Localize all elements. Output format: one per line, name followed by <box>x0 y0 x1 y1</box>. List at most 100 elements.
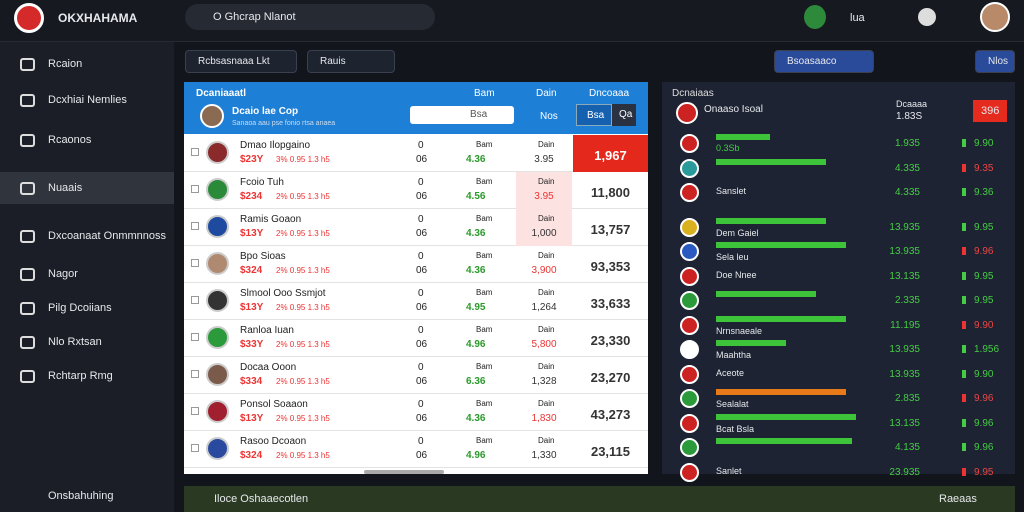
nav-item[interactable]: Nuaais <box>0 172 174 204</box>
panel-row[interactable]: Nrnsnaeale 11.195 9.90 <box>662 314 1015 337</box>
row-value: 3,900 <box>531 265 557 276</box>
table-row[interactable]: Rasoo Dcoaon $324 2% 0.95 1.3 h5 0 06 Bam 4.96… <box>184 431 648 468</box>
nav-item[interactable]: Pilg Dcoiians <box>0 292 174 324</box>
row-checkbox[interactable] <box>191 333 199 341</box>
nav-item[interactable]: Nlo Rxtsan <box>0 326 174 358</box>
row-label: Dain <box>538 325 555 334</box>
panel-row[interactable]: Sealalat 2.835 9.96 <box>662 387 1015 410</box>
panel-row-name: Aceote <box>716 367 745 378</box>
row-checkbox[interactable] <box>191 148 199 156</box>
table-row[interactable]: Dmao Ilopgaino $23Y 3% 0.95 1.3 h5 0 06 Bam 4.… <box>184 135 648 172</box>
filter-dropdown[interactable]: Rauis <box>307 50 395 73</box>
row-avatar <box>206 437 229 460</box>
panel-row-name: Dem Gaiel <box>716 227 759 238</box>
row-odds: 6.36 <box>466 376 486 387</box>
tab[interactable]: Bsa <box>576 104 612 126</box>
panel-row-odds: 9.90 <box>974 319 994 331</box>
panel-row[interactable]: 4.135 9.96 <box>662 436 1015 459</box>
panel-row-odds: 9.95 <box>974 221 994 233</box>
nav-item[interactable]: Dcxhiai Nemlies <box>0 84 174 116</box>
row-name: Dmao Ilopgaino <box>240 140 311 151</box>
panel-row-value: 13.935 <box>889 368 920 380</box>
nav-item[interactable]: Rchtarp Rmg <box>0 360 174 392</box>
stat-value: 1.83S <box>896 111 923 122</box>
row-label: Bam <box>476 325 493 334</box>
panel-row-odds: 9.95 <box>974 466 994 478</box>
nav-item[interactable]: Rcaion <box>0 48 174 80</box>
panel-row-value: 4.335 <box>894 162 920 174</box>
table-row[interactable]: Bpo Sioas $324 2% 0.95 1.3 h5 0 06 Bam 4.36 Dai… <box>184 246 648 283</box>
panel-row-name: Doe Nnee <box>716 269 757 280</box>
table-row[interactable]: Ramis Goaon $13Y 2% 0.95 1.3 h5 0 06 Bam 4.36 D… <box>184 209 648 246</box>
panel-row[interactable]: Sela leu 13.935 9.96 <box>662 240 1015 263</box>
panel-row[interactable]: 2.335 9.95 <box>662 289 1015 312</box>
footer-text: Iloce Oshaaecotlen <box>214 493 309 505</box>
row-checkbox[interactable] <box>191 444 199 452</box>
nav-item[interactable]: Dxcoanaat Onmmnnoss <box>0 220 174 252</box>
row-name: Docaa Ooon <box>240 362 297 373</box>
panel-avatar <box>676 102 698 124</box>
panel-row[interactable]: 0.3Sb 1.935 9.90 <box>662 132 1015 155</box>
row-price: $234 <box>240 191 263 202</box>
panel-row-name: Sela leu <box>716 252 749 262</box>
panel-row-sub: 0.3Sb <box>716 143 740 153</box>
team-icon <box>680 315 699 335</box>
row-name: Bpo Sioas <box>240 251 286 262</box>
avatar[interactable] <box>980 2 1010 32</box>
row-label: Bam <box>476 140 493 149</box>
panel-row[interactable]: Bcat Bsla 13.135 9.96 <box>662 412 1015 435</box>
panel-row-odds: 9.95 <box>974 295 994 306</box>
tab[interactable]: Qa <box>612 104 636 126</box>
row-odds: 4.96 <box>466 339 486 350</box>
row-checkbox[interactable] <box>191 259 199 267</box>
row-b: 06 <box>416 413 428 424</box>
panel-row[interactable]: Maahtha 13.935 1.956 <box>662 338 1015 361</box>
team-icon <box>680 158 699 178</box>
indicator <box>962 418 966 427</box>
panel-button[interactable]: 396 <box>973 100 1007 122</box>
row-checkbox[interactable] <box>191 407 199 415</box>
progress-bar <box>716 413 856 420</box>
notif-icon[interactable] <box>918 8 936 26</box>
table-row[interactable]: Ranloa Iuan $33Y 2% 0.95 1.3 h5 0 06 Bam 4.96 D… <box>184 320 648 357</box>
progress-bar <box>716 389 846 395</box>
panel-row[interactable]: Doe Nnee 13.135 9.95 <box>662 265 1015 288</box>
row-odds: 4.56 <box>466 191 486 202</box>
row-info: 2% 0.95 1.3 h5 <box>276 229 330 238</box>
team-icon <box>680 291 699 310</box>
row-a: 0 <box>418 177 424 188</box>
footer-right[interactable]: Raeaas <box>939 493 977 505</box>
row-checkbox[interactable] <box>191 222 199 230</box>
panel-row-name: Nrnsnaeale <box>716 325 763 336</box>
table-row[interactable]: Docaa Ooon $334 2% 0.95 1.3 h5 0 06 Bam 6.36 Da… <box>184 357 648 394</box>
toolbar-button[interactable]: Bsoasaaco <box>774 50 874 73</box>
row-total: 93,353 <box>590 259 631 274</box>
row-name: Rasoo Dcoaon <box>240 436 307 447</box>
filter-dropdown[interactable]: Rcbsasnaaa Lkt <box>185 50 297 73</box>
nav-icon <box>20 335 35 349</box>
nav-footer[interactable]: Onsbahuhing <box>48 490 114 502</box>
table: Dcaniaaatl Bam Dain Dncoaaa Dcaio lae Co… <box>184 82 648 474</box>
table-row[interactable]: Slmool Ooo Ssmjot $13Y 2% 0.95 1.3 h5 0 06 Ba… <box>184 283 648 320</box>
panel-row[interactable]: Dem Gaiel 13.935 9.95 <box>662 216 1015 239</box>
row-checkbox[interactable] <box>191 370 199 378</box>
row-price: $324 <box>240 450 263 461</box>
nav-item[interactable]: Nagor <box>0 258 174 290</box>
toolbar-button[interactable]: Nlos <box>975 50 1015 73</box>
panel-row[interactable]: Sanslet 4.335 9.36 <box>662 181 1015 204</box>
panel-row[interactable]: Sanlet 23.935 9.95 <box>662 461 1015 484</box>
search-box[interactable]: O Ghcrap Nlanot <box>185 4 435 30</box>
panel-user: Onaaso Isoal <box>704 104 763 115</box>
panel-row[interactable]: 4.335 9.35 <box>662 157 1015 180</box>
panel-row[interactable]: Aceote 13.935 9.90 <box>662 363 1015 386</box>
nav-item[interactable]: Rcaonos <box>0 124 174 156</box>
indicator <box>962 467 966 476</box>
table-search[interactable]: Bsa <box>410 106 514 124</box>
row-price: $33Y <box>240 339 264 350</box>
row-checkbox[interactable] <box>191 185 199 193</box>
table-row[interactable]: Ponsol Soaaon $13Y 2% 0.95 1.3 h5 0 06 Bam 4.3… <box>184 394 648 431</box>
panel-row-value: 1.935 <box>894 138 920 149</box>
table-row[interactable]: Fcoio Tuh $234 2% 0.95 1.3 h5 0 06 Bam 4.56 Dai… <box>184 172 648 209</box>
row-checkbox[interactable] <box>191 296 199 304</box>
tab-label: Nos <box>540 111 558 122</box>
